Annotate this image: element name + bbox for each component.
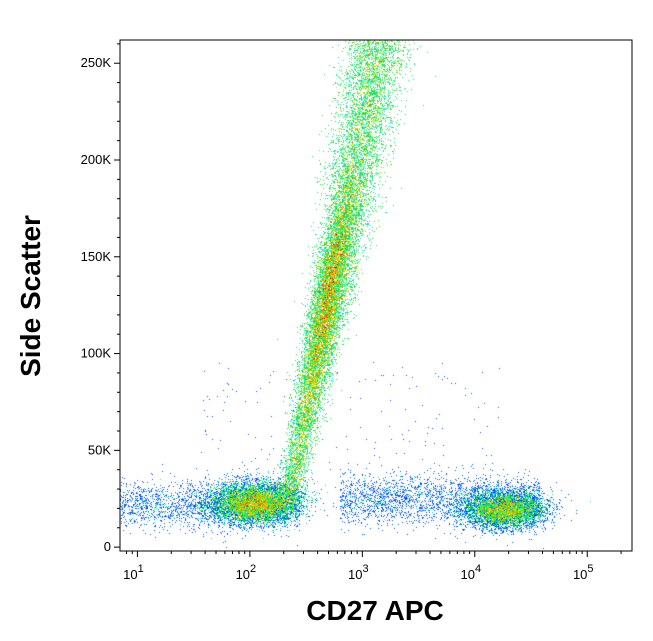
x-tick-label: 101	[123, 563, 144, 582]
y-tick-label: 150K	[81, 249, 112, 264]
x-tick-label: 105	[573, 563, 594, 582]
y-tick-label: 200K	[81, 152, 112, 167]
y-axis-title: Side Scatter	[15, 215, 46, 377]
y-axis: 0 50K 100K 150K 200K 250K	[81, 43, 120, 554]
y-tick-label: 100K	[81, 346, 112, 361]
x-axis: 101 102 103 104 105	[123, 551, 622, 582]
x-tick-label: 102	[236, 563, 257, 582]
y-tick-label: 0	[104, 539, 111, 554]
y-tick-label: 50K	[88, 442, 111, 457]
x-tick-label: 104	[460, 563, 481, 582]
density-points	[120, 40, 632, 551]
scatter-points	[120, 40, 632, 551]
x-axis-title: CD27 APC	[306, 595, 443, 626]
y-tick-label: 250K	[81, 55, 112, 70]
x-tick-label: 103	[348, 563, 369, 582]
